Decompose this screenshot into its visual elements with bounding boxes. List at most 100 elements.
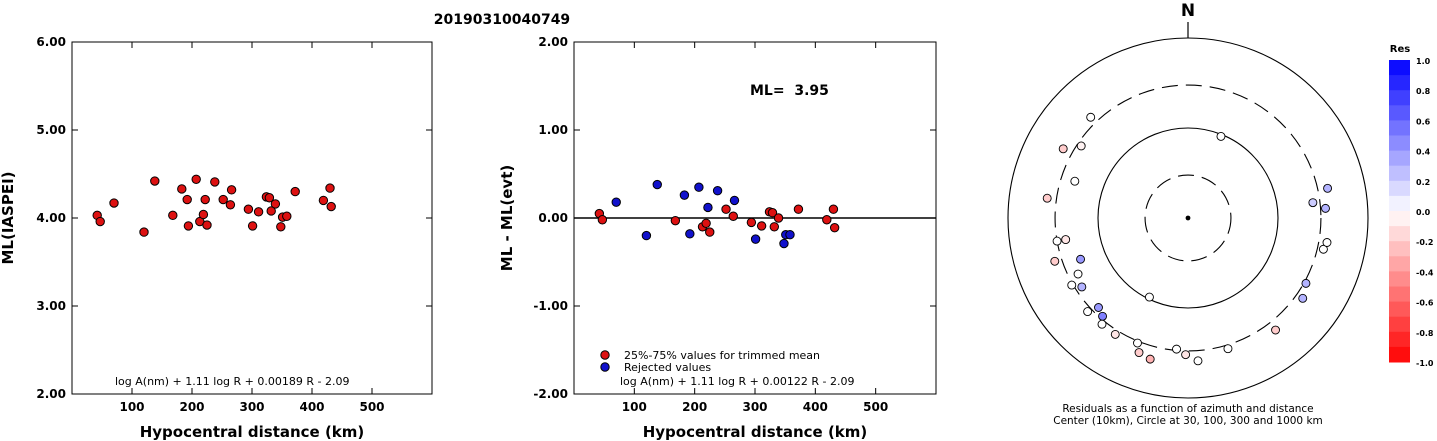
data-point-accepted (767, 208, 778, 218)
data-point-accepted (769, 222, 780, 232)
station-marker (1134, 348, 1144, 358)
y-tick-label: -1.00 (533, 299, 568, 313)
y-tick-label: 2.00 (36, 387, 66, 401)
ring-1000km (1007, 37, 1369, 399)
station-marker (1058, 144, 1068, 154)
data-point-accepted (109, 198, 119, 208)
colorbar-cell (1389, 60, 1410, 76)
x-tick-label: 300 (239, 400, 264, 414)
x-tick-label: 500 (359, 400, 384, 414)
station-markers (1042, 112, 1333, 366)
y-tick-label: 2.00 (538, 35, 568, 49)
station-marker (1073, 269, 1083, 279)
station-marker (1145, 354, 1155, 364)
data-point-rejected (779, 238, 789, 249)
data-point-rejected (679, 190, 690, 200)
epicenter-dot (1185, 215, 1191, 221)
data-point-rejected (712, 186, 723, 196)
station-marker (1193, 356, 1203, 366)
colorbar-cell (1389, 346, 1410, 363)
colorbar-tick-label: 0.0 (1416, 208, 1431, 217)
data-point-rejected (750, 234, 761, 244)
x-tick-label: 400 (299, 400, 324, 414)
x-tick-label: 400 (803, 400, 828, 414)
station-marker (1067, 280, 1077, 290)
colorbar-cells (1389, 60, 1410, 363)
colorbar-tick-label: -0.2 (1416, 238, 1434, 247)
x-tick-label: 100 (119, 400, 144, 414)
data-point-accepted (270, 199, 281, 209)
ring-100km (1097, 127, 1279, 309)
ml-distance-plot-frame (71, 41, 433, 395)
data-point-accepted (253, 207, 264, 217)
station-marker (1076, 141, 1086, 151)
colorbar-cell (1389, 75, 1410, 91)
data-point-accepted (139, 227, 149, 237)
colorbar-cell (1389, 256, 1410, 272)
ml-distance-chart: 2.00 3.00 4.00 5.00 6.00 100 200 300 400 500 log … (0, 35, 433, 441)
legend-label-rejected: Rejected values (624, 361, 711, 374)
colorbar-tick-label: -0.8 (1416, 329, 1434, 338)
colorbar-title: Res (1390, 44, 1410, 55)
x-tick-label: 300 (742, 400, 767, 414)
colorbar-tick-label: 0.2 (1416, 178, 1430, 187)
residual-distance-ticks: -2.00 -1.00 0.00 1.00 2.00 100 200 300 400 500 (533, 35, 936, 414)
figure-title: 20190310040749 (434, 12, 570, 28)
station-marker (1133, 338, 1142, 348)
y-tick-label: 3.00 (36, 299, 66, 313)
station-marker (1042, 193, 1052, 203)
x-tick-label: 500 (863, 400, 888, 414)
data-point-accepted (326, 201, 336, 212)
data-point-accepted (200, 194, 210, 205)
y-tick-label: 0.00 (538, 211, 568, 225)
colorbar-cell (1389, 90, 1410, 106)
data-point-accepted (325, 183, 335, 193)
colorbar-tick-label: -0.4 (1416, 268, 1434, 277)
data-point-accepted (746, 217, 757, 228)
station-marker (1301, 278, 1311, 288)
y-tick-label: 6.00 (36, 35, 66, 49)
colorbar-cell (1389, 331, 1410, 348)
data-point-accepted (150, 176, 160, 186)
station-marker (1181, 350, 1191, 360)
data-point-accepted (670, 215, 681, 226)
distance-rings (1007, 37, 1369, 399)
legend-label-accepted: 25%-75% values for trimmed mean (624, 349, 820, 362)
colorbar-tick-label: -0.6 (1416, 299, 1434, 308)
data-point-accepted (282, 211, 292, 221)
data-point-rejected (694, 182, 704, 192)
colorbar-tick-label: 0.4 (1416, 148, 1431, 157)
colorbar-cell (1389, 150, 1410, 167)
ring-30km (1144, 174, 1232, 262)
station-marker (1094, 303, 1103, 312)
data-point-accepted (773, 213, 784, 223)
data-point-accepted (721, 204, 731, 214)
residual-distance-xlabel: Hypocentral distance (km) (643, 423, 868, 441)
colorbar-cell (1389, 316, 1410, 333)
data-point-accepted (829, 222, 840, 233)
y-tick-label: 4.00 (36, 211, 66, 225)
ml-distance-points (92, 174, 336, 237)
data-point-accepted (705, 227, 715, 237)
residual-distance-points (594, 179, 840, 249)
colorbar-cell (1389, 226, 1410, 242)
data-point-accepted (177, 184, 187, 194)
azimuth-caption-line1: Residuals as a function of azimuth and d… (1062, 403, 1313, 415)
data-point-accepted (318, 195, 329, 206)
colorbar-cell (1389, 180, 1410, 197)
station-marker (1298, 293, 1308, 303)
colorbar-cell (1389, 241, 1410, 257)
data-point-rejected (641, 230, 652, 241)
data-point-accepted (728, 211, 738, 221)
data-point-accepted (264, 193, 275, 203)
colorbar-cell (1389, 211, 1410, 227)
residual-distance-ylabel: ML - ML(evt) (498, 165, 516, 271)
station-marker (1318, 244, 1328, 254)
station-marker (1216, 131, 1226, 141)
data-point-accepted (210, 177, 220, 187)
station-marker (1076, 254, 1086, 264)
colorbar-cell (1389, 120, 1410, 136)
y-tick-label: 5.00 (36, 123, 66, 137)
y-tick-label: 1.00 (538, 123, 568, 137)
